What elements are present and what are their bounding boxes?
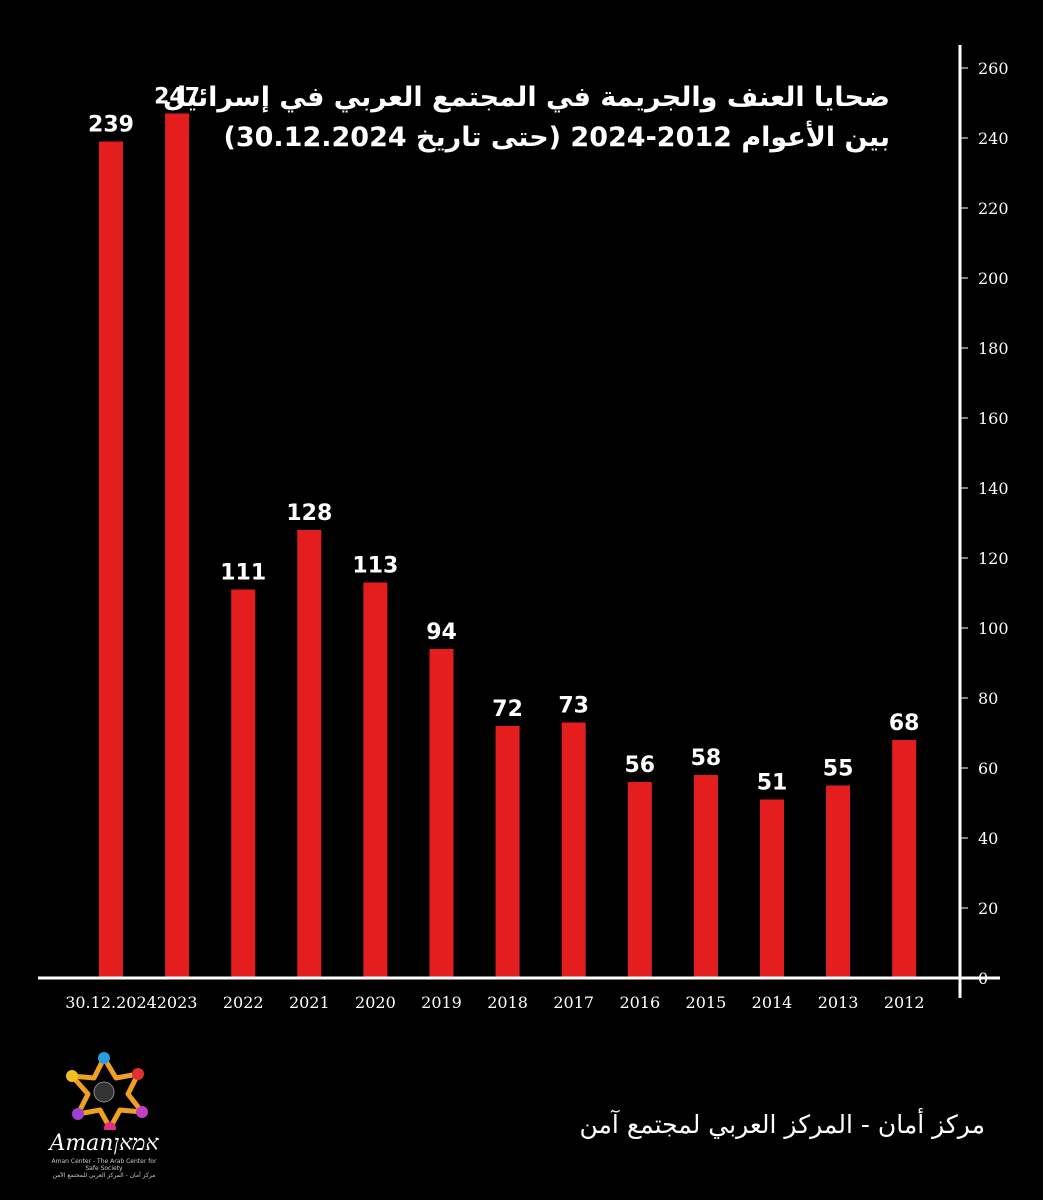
value-label-2021: 128 — [286, 501, 332, 526]
y-tick-label-200: 200 — [978, 269, 1009, 288]
bar-2020 — [363, 582, 388, 978]
x-tick-label-2015: 2015 — [686, 993, 727, 1012]
y-tick-label-160: 160 — [978, 409, 1009, 428]
chart-title-line-1: ضحايا العنف والجريمة في المجتمع العربي ف… — [162, 82, 890, 113]
bar-2022 — [231, 589, 256, 978]
y-tick-label-60: 60 — [978, 759, 998, 778]
x-tick-label-2020: 2020 — [355, 993, 396, 1012]
value-label-2014: 51 — [757, 771, 788, 796]
x-tick-label-2013: 2013 — [818, 993, 859, 1012]
value-label-2016: 56 — [624, 753, 655, 778]
aman-logo: Amanאמאן Aman Center - The Arab Center f… — [44, 1050, 164, 1179]
chart-title: ضحايا العنف والجريمة في المجتمع العربي ف… — [162, 78, 891, 158]
footer-organization-name: مركز أمان - المركز العربي لمجتمع آمن — [579, 1110, 986, 1139]
y-tick-label-120: 120 — [978, 549, 1009, 568]
bar-2013 — [826, 785, 851, 978]
bar-2019 — [429, 649, 454, 978]
x-tick-label-2019: 2019 — [421, 993, 462, 1012]
bar-2012 — [892, 740, 917, 978]
bar-2023 — [165, 113, 190, 978]
y-tick-label-40: 40 — [978, 829, 998, 848]
x-tick-label-2016: 2016 — [619, 993, 660, 1012]
bar-2014 — [760, 799, 784, 978]
y-tick-label-260: 260 — [978, 59, 1009, 78]
value-label-2017: 73 — [558, 694, 589, 719]
x-tick-labels-group: 30.12.2024 2023 2022 2021 2020 2019 2018 2017 20… — [65, 993, 924, 1012]
aman-logo-subline: Aman Center - The Arab Center for Safe S… — [44, 1158, 164, 1179]
value-label-2023: 247 — [154, 85, 200, 110]
y-tick-label-100: 100 — [978, 619, 1009, 638]
value-label-30.12.2024: 239 — [88, 113, 134, 138]
value-label-2019: 94 — [426, 620, 457, 645]
value-label-2013: 55 — [823, 757, 854, 782]
y-tick-label-220: 220 — [978, 199, 1009, 218]
x-tick-label-2021: 2021 — [289, 993, 330, 1012]
y-tick-label-20: 20 — [978, 899, 998, 918]
value-label-2012: 68 — [889, 711, 920, 736]
y-tick-label-140: 140 — [978, 479, 1009, 498]
bar-2017 — [561, 722, 586, 978]
x-tick-label-2017: 2017 — [553, 993, 594, 1012]
x-tick-label-2023: 2023 — [157, 993, 198, 1012]
aman-logo-subline-ar: مركز أمان - المركز العربي للمجتمع الآمن — [52, 1172, 156, 1179]
value-label-2020: 113 — [352, 554, 398, 579]
x-tick-label-2014: 2014 — [752, 993, 793, 1012]
x-tick-label-30.12.2024: 30.12.2024 — [65, 993, 157, 1012]
y-tick-label-240: 240 — [978, 129, 1009, 148]
value-label-2015: 58 — [691, 746, 722, 771]
aman-logo-subline-en: Aman Center - The Arab Center for Safe S… — [51, 1158, 157, 1172]
x-tick-label-2012: 2012 — [884, 993, 925, 1012]
aman-logo-icon — [66, 1052, 148, 1134]
bar-2021 — [297, 530, 322, 978]
bar-2018 — [495, 726, 520, 978]
value-label-2022: 111 — [220, 561, 266, 586]
bar-2015 — [693, 775, 718, 978]
value-labels-group: 239 247 111 128 113 94 72 73 56 58 51 55 68 — [88, 85, 919, 796]
chart-title-line-2: بين الأعوام 2012-2024 (حتى تاريخ 30.12.2… — [223, 122, 891, 153]
bar-2016 — [627, 782, 652, 978]
x-tick-label-2022: 2022 — [223, 993, 264, 1012]
y-tick-label-180: 180 — [978, 339, 1009, 358]
y-tick-label-80: 80 — [978, 689, 998, 708]
bars-group — [99, 113, 917, 978]
value-label-2018: 72 — [492, 697, 523, 722]
x-tick-label-2018: 2018 — [487, 993, 528, 1012]
bar-30.12.2024 — [99, 141, 123, 978]
y-tick-labels-group: 020406080100120140160180200220240260 — [960, 59, 1009, 988]
aman-logo-wordmark: Amanאמאן — [49, 1131, 159, 1156]
